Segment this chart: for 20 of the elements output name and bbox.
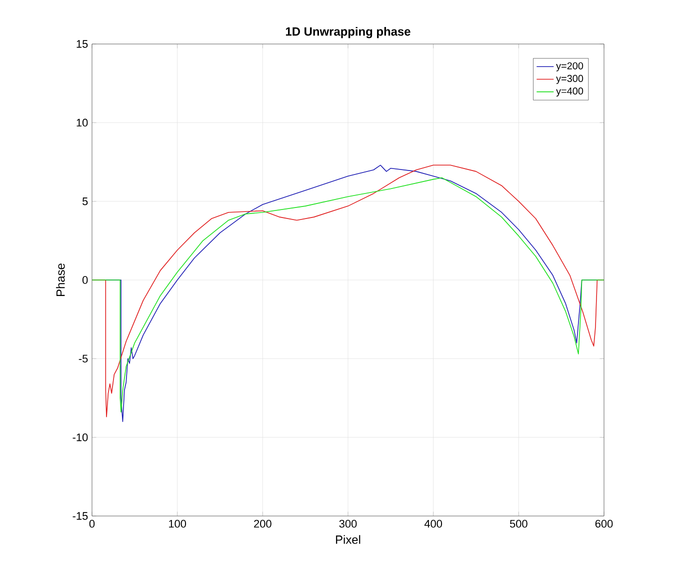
y-tick-label: -15 [72, 512, 88, 520]
legend-label: y=200 [556, 62, 584, 72]
y-tick-label: 0 [82, 276, 88, 284]
legend-label: y=400 [556, 88, 584, 97]
x-tick-label: 600 [595, 520, 613, 528]
x-tick-label: 500 [510, 520, 528, 528]
y-tick-label: -10 [72, 433, 88, 442]
y-axis-title: Phase [56, 264, 65, 296]
y-tick-label: -5 [78, 354, 88, 362]
chart-title: 1D Unwrapping phase [286, 26, 410, 38]
x-tick-label: 200 [254, 520, 272, 528]
y-tick-label: 5 [82, 198, 88, 206]
y-tick-label: 10 [76, 118, 88, 127]
legend-label: y=300 [556, 74, 584, 84]
x-tick-label: 400 [424, 520, 442, 528]
x-tick-label: 300 [339, 520, 357, 528]
y-tick-label: 15 [76, 40, 88, 48]
x-axis-title: Pixel [336, 535, 360, 544]
x-tick-label: 100 [169, 520, 186, 528]
x-tick-label: 0 [89, 520, 95, 528]
